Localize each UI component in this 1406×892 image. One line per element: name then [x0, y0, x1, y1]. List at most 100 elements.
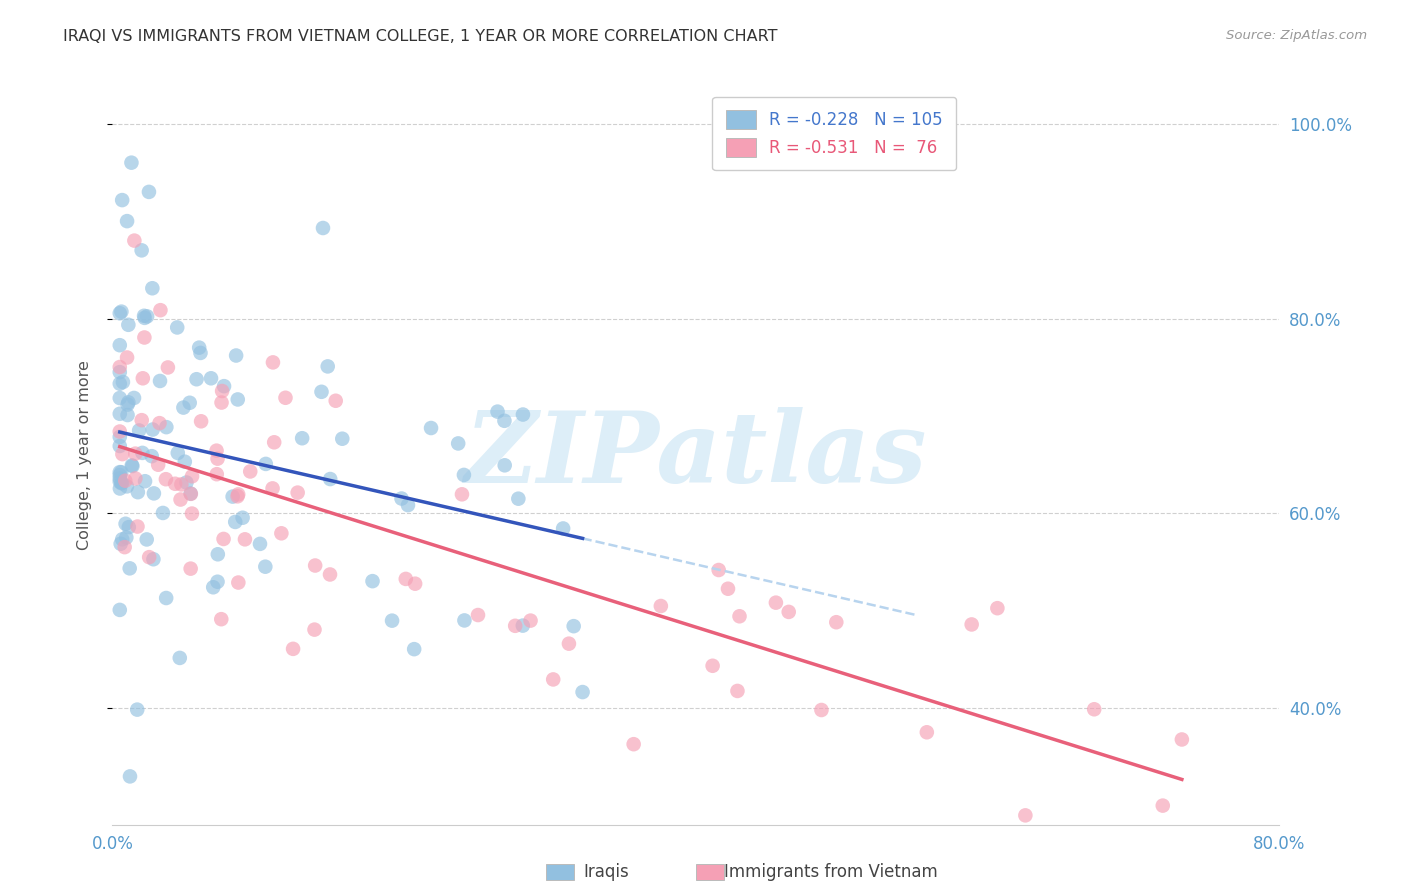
Point: [486, 404, 509, 418]
Point: [553, 521, 575, 535]
Point: [512, 618, 534, 632]
Point: [165, 476, 187, 491]
Point: [134, 330, 156, 344]
Point: [503, 619, 526, 633]
Point: [156, 360, 179, 375]
Point: [141, 281, 163, 295]
Point: [304, 558, 326, 573]
Point: [111, 476, 134, 491]
Point: [650, 599, 672, 613]
Point: [127, 519, 149, 533]
Point: [727, 684, 749, 698]
Point: [173, 455, 195, 469]
Point: [115, 351, 138, 365]
Point: [110, 465, 132, 479]
Point: [404, 576, 426, 591]
Point: [325, 393, 347, 408]
Point: [225, 349, 247, 363]
Point: [118, 561, 141, 575]
Point: [494, 414, 516, 428]
Point: [110, 476, 132, 491]
Point: [447, 436, 470, 450]
Point: [114, 516, 136, 531]
Point: [179, 396, 201, 410]
Text: Immigrants from Vietnam: Immigrants from Vietnam: [724, 863, 938, 881]
Point: [728, 609, 751, 624]
Point: [200, 371, 222, 385]
Point: [138, 185, 160, 199]
Point: [180, 561, 202, 575]
Point: [211, 384, 233, 398]
Text: Source: ZipAtlas.com: Source: ZipAtlas.com: [1226, 29, 1367, 42]
Point: [111, 533, 134, 547]
Point: [304, 623, 326, 637]
Point: [118, 520, 141, 534]
Point: [138, 550, 160, 565]
Point: [169, 492, 191, 507]
Point: [124, 447, 146, 461]
Point: [960, 617, 983, 632]
Point: [141, 449, 163, 463]
Point: [207, 547, 229, 561]
Point: [131, 446, 153, 460]
Point: [207, 574, 229, 589]
Point: [717, 582, 740, 596]
Point: [228, 575, 250, 590]
Point: [117, 398, 139, 412]
Point: [132, 309, 155, 323]
Point: [118, 769, 141, 783]
Point: [134, 474, 156, 488]
Point: [233, 533, 256, 547]
Point: [180, 487, 202, 501]
Point: [180, 486, 202, 500]
Point: [131, 244, 153, 258]
Point: [142, 552, 165, 566]
Point: [508, 491, 530, 506]
Point: [108, 407, 131, 421]
Point: [207, 451, 229, 466]
Point: [249, 537, 271, 551]
Point: [467, 607, 489, 622]
Point: [117, 318, 139, 332]
Point: [205, 467, 228, 482]
Point: [212, 379, 235, 393]
Point: [170, 477, 193, 491]
Point: [117, 408, 139, 422]
Point: [420, 421, 443, 435]
Point: [986, 601, 1008, 615]
Y-axis label: College, 1 year or more: College, 1 year or more: [77, 360, 91, 549]
Point: [451, 487, 474, 501]
Point: [254, 457, 277, 471]
Point: [172, 401, 194, 415]
Point: [190, 346, 212, 360]
Point: [108, 430, 131, 444]
Point: [702, 658, 724, 673]
Point: [115, 214, 138, 228]
Point: [111, 447, 134, 461]
Point: [108, 365, 131, 379]
Legend: R = -0.228   N = 105, R = -0.531   N =  76: R = -0.228 N = 105, R = -0.531 N = 76: [713, 96, 956, 170]
Point: [915, 725, 938, 739]
Point: [226, 487, 249, 501]
Point: [765, 596, 787, 610]
Point: [270, 526, 292, 541]
Point: [287, 485, 309, 500]
Point: [226, 392, 249, 407]
Point: [124, 234, 146, 248]
Point: [224, 515, 246, 529]
Point: [707, 563, 730, 577]
Point: [111, 193, 134, 207]
Point: [810, 703, 832, 717]
Point: [571, 685, 593, 699]
Point: [262, 482, 284, 496]
Point: [108, 359, 131, 374]
Point: [558, 637, 581, 651]
Point: [148, 416, 170, 430]
Point: [291, 431, 314, 445]
Point: [115, 479, 138, 493]
Point: [512, 408, 534, 422]
Point: [1083, 702, 1105, 716]
Point: [262, 355, 284, 369]
Point: [108, 468, 131, 483]
Point: [117, 395, 139, 409]
